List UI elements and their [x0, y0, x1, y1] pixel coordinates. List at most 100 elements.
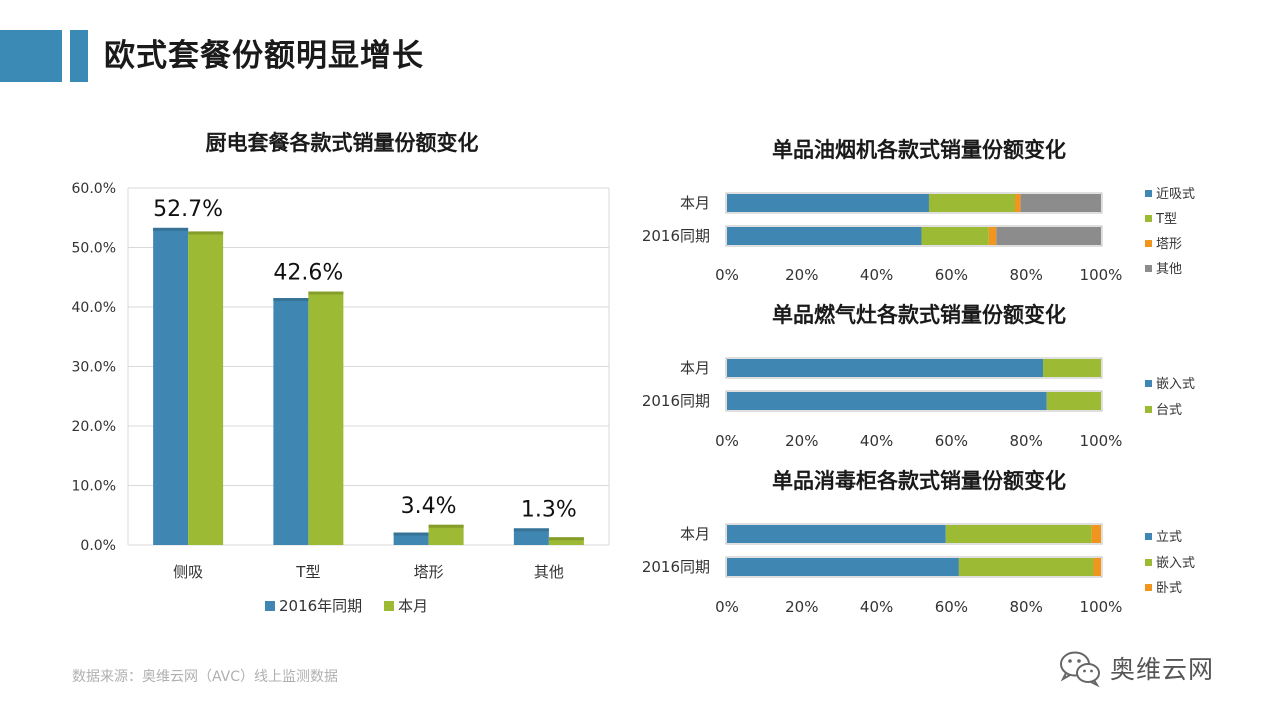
combo-bar-last-year	[393, 532, 429, 545]
stove-legend-swatch	[1145, 406, 1152, 413]
stove-legend-swatch	[1145, 380, 1152, 387]
combo-legend-label: 本月	[398, 597, 428, 615]
logo-text: 奥维云网	[1110, 655, 1215, 684]
combo-legend-swatch	[384, 601, 394, 611]
stove-xtick-label: 100%	[1080, 432, 1123, 450]
combo-category-label: 侧吸	[173, 563, 203, 581]
combo-data-label: 52.7%	[153, 197, 223, 222]
brand-logo: 奥维云网	[1058, 648, 1214, 688]
combo-bar-this-month	[548, 537, 584, 545]
stove-bar-outline	[725, 390, 1103, 412]
hood-legend-swatch	[1145, 190, 1152, 197]
hood-bar-outline	[725, 225, 1103, 247]
cabinet-legend-swatch	[1145, 584, 1152, 591]
stove-legend-label: 台式	[1156, 403, 1182, 418]
cabinet-legend-label: 卧式	[1156, 581, 1182, 596]
cabinet-xtick-label: 40%	[860, 598, 893, 616]
cabinet-xtick-label: 0%	[715, 598, 739, 616]
stove-chart-title: 单品燃气灶各款式销量份额变化	[772, 303, 1066, 327]
hood-segment-T型	[921, 227, 989, 245]
header-accent-bar	[0, 30, 62, 82]
source-note: 数据来源：奥维云网（AVC）线上监测数据	[72, 669, 339, 685]
cabinet-xtick-label: 60%	[935, 598, 968, 616]
combo-bar-cap	[153, 227, 189, 231]
hood-xtick-label: 40%	[860, 266, 893, 284]
hood-legend-swatch	[1145, 240, 1152, 247]
stove-segment-台式	[1043, 359, 1101, 377]
hood-segment-近吸式	[727, 227, 922, 245]
stove-xtick-label: 0%	[715, 432, 739, 450]
hood-xtick-label: 80%	[1010, 266, 1043, 284]
stove-segment-台式	[1046, 392, 1101, 410]
combo-ytick-label: 60.0%	[72, 181, 116, 197]
cabinet-legend-label: 嵌入式	[1156, 556, 1195, 571]
combo-bar-cap	[548, 537, 584, 541]
combo-ytick-label: 10.0%	[72, 479, 116, 495]
combo-bar-this-month	[188, 231, 224, 545]
hood-xtick-label: 0%	[715, 266, 739, 284]
combo-ytick-label: 30.0%	[72, 360, 116, 376]
stove-segment-嵌入式	[727, 359, 1044, 377]
cabinet-xtick-label: 80%	[1010, 598, 1043, 616]
cabinet-xtick-label: 20%	[785, 598, 818, 616]
stove-row-label: 2016同期	[642, 392, 710, 410]
combo-bar-last-year	[513, 528, 549, 545]
hood-legend-label: T型	[1155, 212, 1177, 227]
hood-segment-近吸式	[727, 194, 929, 212]
hood-legend-swatch	[1145, 215, 1152, 222]
header-accent-bar-small	[70, 30, 88, 82]
combo-bar-this-month	[308, 291, 344, 545]
combo-ytick-label: 20.0%	[72, 419, 116, 435]
stove-xtick-label: 60%	[935, 432, 968, 450]
cabinet-segment-立式	[727, 558, 959, 576]
cabinet-segment-卧式	[1091, 525, 1101, 543]
wechat-icon	[1060, 651, 1100, 688]
cabinet-segment-卧式	[1093, 558, 1101, 576]
combo-chart-title: 厨电套餐各款式销量份额变化	[206, 131, 479, 155]
cabinet-xtick-label: 100%	[1080, 598, 1123, 616]
hood-row-label: 2016同期	[642, 227, 710, 245]
hood-xtick-label: 100%	[1080, 266, 1123, 284]
hood-segment-其他	[996, 227, 1101, 245]
hood-legend-label: 塔形	[1156, 237, 1182, 252]
stove-xtick-label: 20%	[785, 432, 818, 450]
hood-xtick-label: 60%	[935, 266, 968, 284]
combo-category-label: 塔形	[414, 563, 444, 581]
combo-legend-label: 2016年同期	[279, 597, 362, 615]
hood-segment-其他	[1020, 194, 1101, 212]
hood-segment-塔形	[988, 227, 997, 245]
combo-category-label: 其他	[534, 563, 564, 581]
hood-bar-outline	[725, 192, 1103, 214]
cabinet-bar-outline	[725, 523, 1103, 545]
combo-ytick-label: 0.0%	[80, 538, 116, 554]
hood-chart-title: 单品油烟机各款式销量份额变化	[772, 138, 1066, 162]
combo-data-label: 3.4%	[401, 494, 457, 519]
cabinet-segment-立式	[727, 525, 946, 543]
combo-bar-cap	[188, 231, 224, 235]
combo-category-label: T型	[295, 563, 320, 581]
stove-bar-outline	[725, 357, 1103, 379]
cabinet-bar-outline	[725, 556, 1103, 578]
combo-legend-swatch	[265, 601, 275, 611]
stove-xtick-label: 80%	[1010, 432, 1043, 450]
combo-bar-last-year	[153, 227, 189, 546]
hood-xtick-label: 20%	[785, 266, 818, 284]
stove-segment-嵌入式	[727, 392, 1047, 410]
cabinet-row-label: 本月	[680, 525, 710, 543]
cabinet-segment-嵌入式	[958, 558, 1094, 576]
page-title: 欧式套餐份额明显增长	[104, 38, 424, 74]
combo-bar-this-month	[428, 524, 464, 545]
combo-bar-cap	[273, 298, 309, 302]
cabinet-row-label: 2016同期	[642, 558, 710, 576]
stove-row-label: 本月	[680, 359, 710, 377]
cabinet-legend-label: 立式	[1156, 530, 1182, 545]
stove-xtick-label: 40%	[860, 432, 893, 450]
cabinet-legend-swatch	[1145, 559, 1152, 566]
hood-legend-swatch	[1145, 265, 1152, 272]
combo-bar-cap	[428, 524, 464, 528]
cabinet-legend-swatch	[1145, 533, 1152, 540]
cabinet-segment-嵌入式	[945, 525, 1092, 543]
hood-segment-T型	[928, 194, 1015, 212]
hood-row-label: 本月	[680, 194, 710, 212]
